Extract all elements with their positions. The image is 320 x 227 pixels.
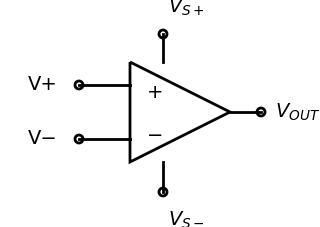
- Text: +: +: [147, 82, 163, 101]
- Text: V−: V−: [28, 129, 58, 148]
- Text: −: −: [147, 126, 163, 145]
- Text: $V_{S-}$: $V_{S-}$: [168, 210, 205, 227]
- Text: $V_{OUT}$: $V_{OUT}$: [275, 101, 320, 123]
- Text: V+: V+: [28, 76, 58, 94]
- Text: $V_{S+}$: $V_{S+}$: [168, 0, 205, 18]
